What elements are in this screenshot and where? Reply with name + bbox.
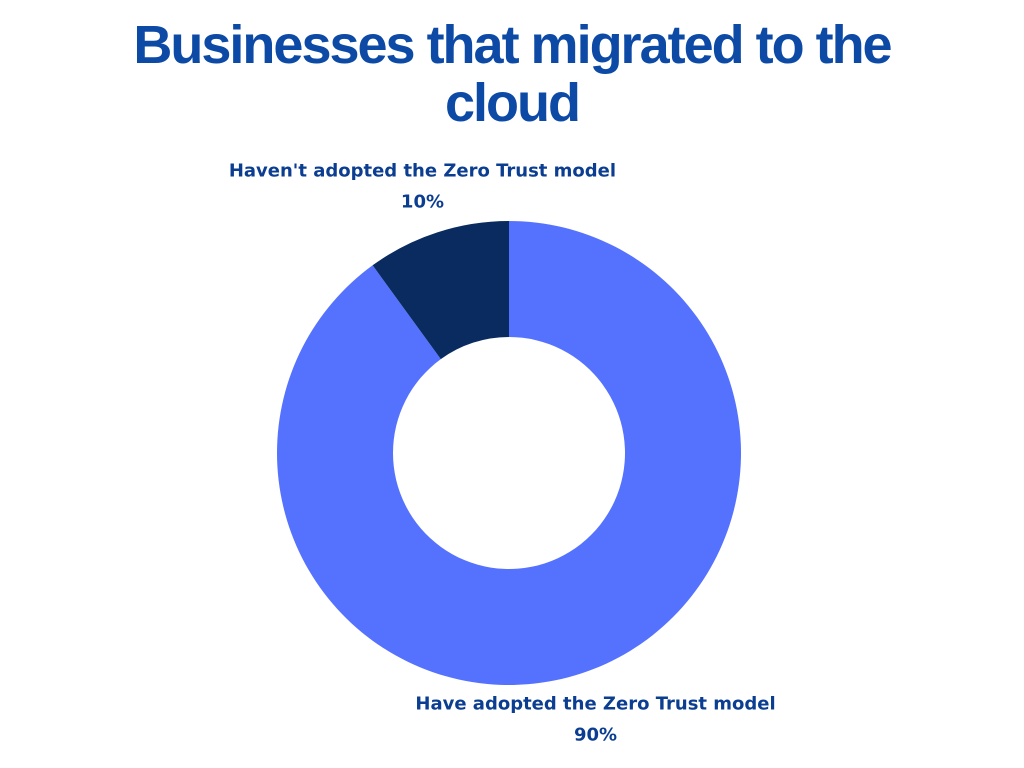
slice-label: Have adopted the Zero Trust model: [415, 693, 775, 714]
slice-label: Haven't adopted the Zero Trust model: [229, 161, 616, 182]
donut-slice: [276, 221, 741, 685]
donut-slice: [372, 221, 509, 360]
chart-title: Businesses that migrated to the cloud: [133, 15, 892, 133]
value-label: 90%: [574, 724, 617, 745]
value-label: 10%: [401, 192, 444, 213]
